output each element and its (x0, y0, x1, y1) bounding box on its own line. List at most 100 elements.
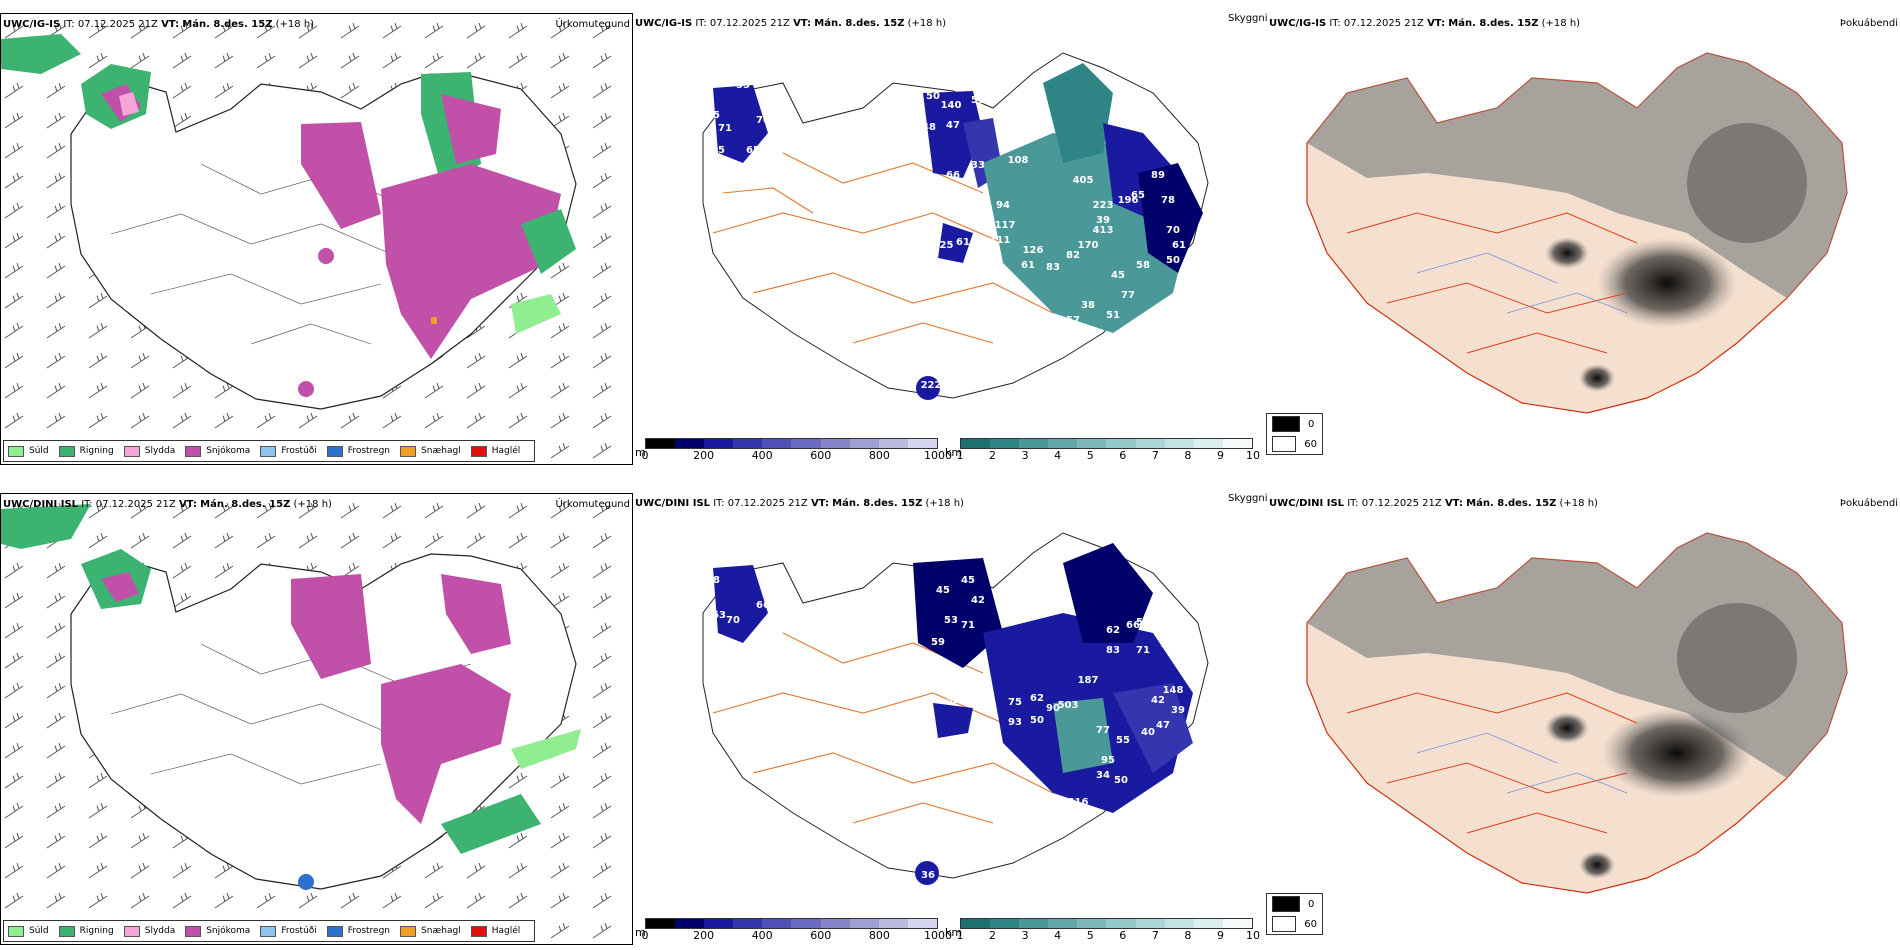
legend-item: Snjókoma (185, 925, 250, 937)
colorbar-tick: 2 (989, 449, 997, 462)
visibility-value-label: 140 (941, 100, 962, 111)
visibility-value-label: 34 (1096, 770, 1110, 781)
colorbar-ticks: 0 200 400 600 800 1000 (642, 929, 953, 942)
legend-item: Frostúði (260, 925, 317, 937)
visibility-value-label: 93 (1008, 717, 1022, 728)
visibility-value-label: 96 (966, 190, 980, 201)
height-unit: m (635, 926, 646, 939)
visibility-value-label: 58 (1136, 260, 1150, 271)
visibility-value-label: 405 (1073, 175, 1094, 186)
colorbar-tick: 4 (1054, 929, 1062, 942)
colorbar-segment (990, 439, 1020, 448)
legend-swatch (58, 925, 75, 937)
visibility-areas (713, 63, 1203, 400)
iceland-precip-map-top (1, 14, 632, 464)
product-title: Þokuábendi (1839, 18, 1898, 29)
distance-colorbar: 1 2 3 4 5 6 7 8 9 10 (957, 918, 1261, 942)
height-colorbar: 0 200 400 600 800 1000 (642, 918, 953, 942)
visibility-value-label: 55 (946, 695, 960, 706)
colorbar-tick: 7 (1151, 449, 1159, 462)
visibility-value-label: 62 (1030, 693, 1044, 704)
colorbar-tick: 10 (1246, 929, 1260, 942)
precip-type-legend: Súld Rigning Slydda Snjókoma Frostúði Fr… (3, 440, 536, 462)
visibility-value-label: 125 (933, 240, 954, 251)
visibility-value-label: 108 (721, 50, 742, 61)
visibility-value-label: 59 (931, 637, 945, 648)
precip-panel-top: UWC/IG-IS IT: 07.12.2025 21Z VT: Mán. 8.… (0, 13, 633, 465)
visibility-value-label: 34 (1176, 625, 1190, 636)
legend-item: Rigning (58, 445, 114, 457)
river-network (1416, 732, 1628, 794)
colorbar-segment (961, 919, 991, 928)
colorbar-strip (645, 438, 938, 449)
colorbar-tick: 5 (1086, 929, 1094, 942)
fog-legend-bottom: 0 60 (1266, 893, 1323, 935)
visibility-value-label: 223 (1093, 200, 1114, 211)
legend-swatch (400, 445, 417, 457)
visibility-value-label: 70 (1166, 225, 1180, 236)
visibility-value-label: 55 (706, 110, 720, 121)
fog-shading (1307, 533, 1847, 879)
legend-item: Slydda (123, 925, 175, 937)
colorbar-segment (704, 439, 734, 448)
visibility-value-label: 33 (971, 160, 985, 171)
legend-item: Haglél (470, 925, 520, 937)
visibility-value-label: 75 (1008, 697, 1022, 708)
product-title: Þokuábendi (1839, 498, 1898, 509)
colorbar-tick: 9 (1216, 449, 1224, 462)
visibility-value-label: 66 (776, 95, 790, 106)
colorbar-segment (791, 919, 821, 928)
visibility-value-label: 66 (756, 600, 770, 611)
visibility-panel-bottom: 40 78 63 70 66 36 45 53 71 59 180 50 55 75 93 50 62 90 503… (633, 493, 1267, 945)
colorbar-segment (1106, 919, 1136, 928)
visibility-value-label: 180 (958, 675, 979, 686)
visibility-value-label: 36 (736, 645, 750, 656)
visibility-value-label: 45 (1111, 270, 1125, 281)
legend-item: Frostregn (326, 925, 390, 937)
visibility-value-label: 42 (1151, 695, 1165, 706)
visibility-value-label: 55 (1136, 617, 1150, 628)
colorbar-segment (733, 919, 763, 928)
visibility-value-label: 71 (771, 123, 785, 134)
visibility-value-label: 38 (1081, 300, 1095, 311)
visibility-value-label: 82 (1066, 250, 1080, 261)
visibility-value-label: 65 (746, 145, 760, 156)
visibility-value-label: 42 (971, 595, 985, 606)
legend-item: Slydda (123, 445, 175, 457)
colorbar-segment (990, 919, 1020, 928)
visibility-value-label: 65 (1131, 190, 1145, 201)
colorbar-segment (1135, 919, 1165, 928)
visibility-value-label: 126 (1023, 245, 1044, 256)
distance-colorbar: 1 2 3 4 5 6 7 8 9 10 (957, 438, 1260, 462)
visibility-value-label: 55 (1116, 735, 1130, 746)
product-title: Úrkomutegund (555, 499, 630, 510)
visibility-value-label: 47 (946, 120, 960, 131)
visibility-value-label: 77 (1121, 290, 1135, 301)
visibility-value-label: 70 (756, 115, 770, 126)
panel-header: UWC/IG-IS IT: 07.12.2025 21Z VT: Mán. 8.… (1269, 18, 1581, 29)
visibility-value-label: 55 (711, 145, 725, 156)
visibility-value-label: 55 (736, 80, 750, 91)
colorbar-segment (1193, 919, 1223, 928)
colorbar-tick: 4 (1054, 449, 1062, 462)
colorbar-tick: 600 (810, 449, 832, 462)
legend-swatch (1272, 896, 1300, 912)
road-network (1346, 692, 1638, 834)
colorbar-tick: 7 (1151, 929, 1159, 942)
legend-swatch (1272, 416, 1300, 432)
colorbar-ticks: 1 2 3 4 5 6 7 8 9 10 (957, 929, 1261, 942)
colorbar-segment (1193, 439, 1223, 448)
legend-swatch (400, 925, 417, 937)
panel-header: UWC/IG-IS IT: 07.12.2025 21Z VT: Mán. 8.… (635, 18, 947, 29)
height-unit: m (635, 446, 646, 459)
visibility-value-label: 57 (1066, 315, 1080, 326)
colorbar-tick: 1000 (924, 449, 952, 462)
visibility-value-label: 117 (995, 220, 1016, 231)
iceland-outline (70, 553, 577, 890)
colorbar-tick: 8 (1184, 929, 1192, 942)
iceland-fog-map-bottom (1306, 532, 1848, 894)
height-colorbar: 0 200 400 600 800 1000 (642, 438, 952, 462)
visibility-value-label: 53 (944, 615, 958, 626)
legend-swatch (470, 925, 487, 937)
colorbar-segment (1106, 439, 1136, 448)
